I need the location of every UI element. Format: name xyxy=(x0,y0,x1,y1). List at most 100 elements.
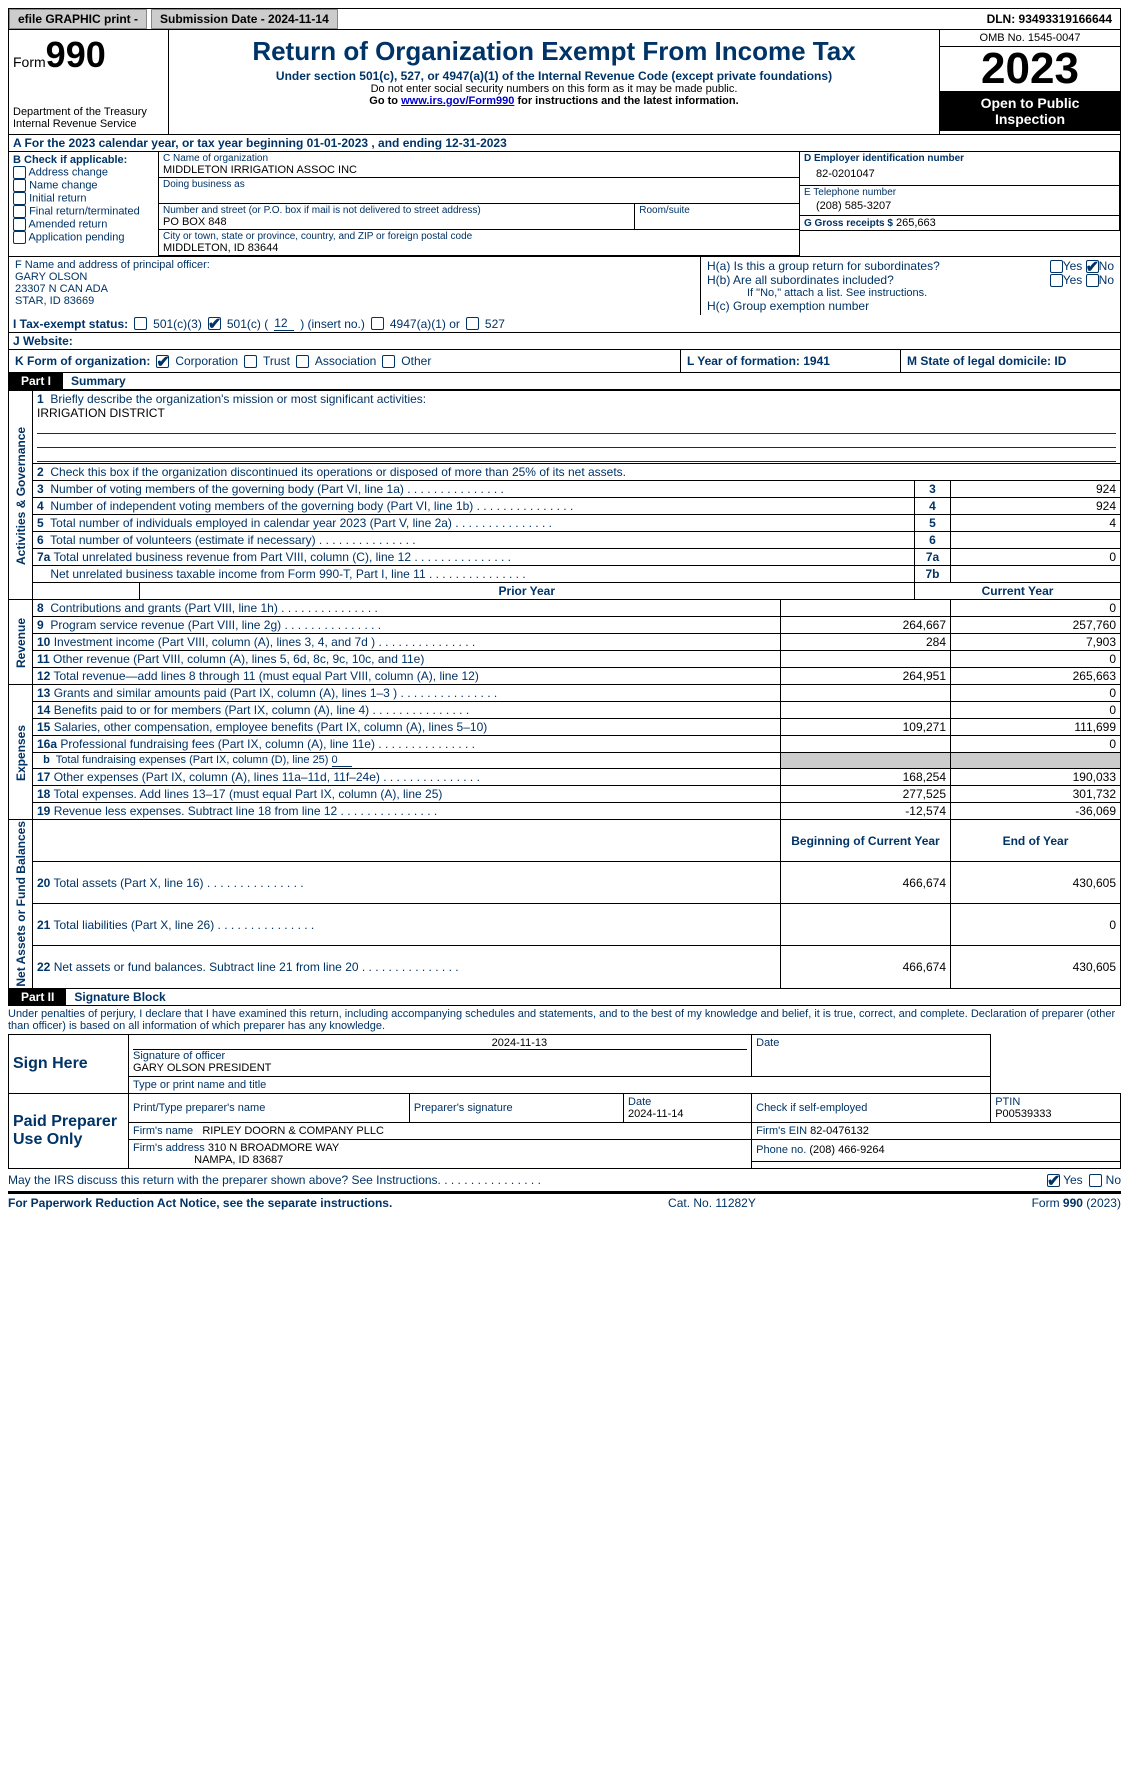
efile-print-button[interactable]: efile GRAPHIC print - xyxy=(9,9,147,29)
submission-date: Submission Date - 2024-11-14 xyxy=(151,9,338,29)
line3: Number of voting members of the governin… xyxy=(50,482,504,496)
room-label: Room/suite xyxy=(639,205,795,216)
h-b-no[interactable] xyxy=(1086,274,1099,287)
chk-other[interactable] xyxy=(382,355,395,368)
form-header: Form990 Department of the Treasury Inter… xyxy=(8,30,1121,135)
discuss-no[interactable] xyxy=(1089,1174,1102,1187)
h-c-label: H(c) Group exemption number xyxy=(707,299,1114,313)
chk-501c[interactable] xyxy=(208,317,221,330)
officer-addr2: STAR, ID 83669 xyxy=(15,295,694,307)
c9: 257,760 xyxy=(951,617,1121,634)
h-b-label: H(b) Are all subordinates included? xyxy=(707,273,1050,287)
line8: Contributions and grants (Part VIII, lin… xyxy=(50,601,377,615)
gross-receipts-value: 265,663 xyxy=(896,217,936,229)
chk-501c3[interactable] xyxy=(134,317,147,330)
c8: 0 xyxy=(951,600,1121,617)
line4: Number of independent voting members of … xyxy=(50,499,573,513)
line5: Total number of individuals employed in … xyxy=(50,516,552,530)
c12: 265,663 xyxy=(951,668,1121,685)
p16a xyxy=(781,736,951,753)
p21 xyxy=(781,904,951,946)
box-b-label: B Check if applicable: xyxy=(13,154,154,166)
goto-post: for instructions and the latest informat… xyxy=(517,95,738,107)
c16a: 0 xyxy=(951,736,1121,753)
year-formation: L Year of formation: 1941 xyxy=(680,350,900,372)
sig-officer-label: Signature of officer xyxy=(133,1050,225,1062)
val-3: 924 xyxy=(951,481,1121,498)
val-5: 4 xyxy=(951,515,1121,532)
val-7b xyxy=(951,566,1121,583)
phone-value: (208) 585-3207 xyxy=(804,198,1115,214)
officer-addr1: 23307 N CAN ADA xyxy=(15,283,694,295)
self-employed: Check if self-employed xyxy=(752,1093,991,1122)
state-domicile: M State of legal domicile: ID xyxy=(900,350,1120,372)
penalty-text: Under penalties of perjury, I declare th… xyxy=(8,1006,1121,1034)
line16a: Professional fundraising fees (Part IX, … xyxy=(60,737,475,751)
summary-table: Activities & Governance 1 Briefly descri… xyxy=(8,390,1121,600)
discuss-yes[interactable] xyxy=(1047,1174,1060,1187)
line2-text: Check this box if the organization disco… xyxy=(50,465,626,479)
h-b-yes[interactable] xyxy=(1050,274,1063,287)
vtab-netassets: Net Assets or Fund Balances xyxy=(9,820,33,989)
val-6 xyxy=(951,532,1121,549)
chk-name-change[interactable]: Name change xyxy=(13,179,154,192)
sig-date-label: Date xyxy=(752,1034,991,1076)
c17: 190,033 xyxy=(951,769,1121,786)
part1-header: Part ISummary xyxy=(8,373,1121,390)
form-ref: Form 990 (2023) xyxy=(1032,1196,1121,1210)
irs-link[interactable]: www.irs.gov/Form990 xyxy=(401,95,514,107)
mission-text: IRRIGATION DISTRICT xyxy=(37,406,165,420)
chk-amended-return[interactable]: Amended return xyxy=(13,218,154,231)
chk-initial-return[interactable]: Initial return xyxy=(13,192,154,205)
firm-addr1: 310 N BROADMORE WAY xyxy=(208,1142,339,1154)
ptin-label: PTIN xyxy=(995,1096,1020,1108)
form-subtitle: Under section 501(c), 527, or 4947(a)(1)… xyxy=(173,69,935,83)
chk-527[interactable] xyxy=(466,317,479,330)
line22: Net assets or fund balances. Subtract li… xyxy=(54,960,459,974)
chk-4947[interactable] xyxy=(371,317,384,330)
c14: 0 xyxy=(951,702,1121,719)
discuss-question: May the IRS discuss this return with the… xyxy=(8,1173,541,1187)
h-a-no[interactable] xyxy=(1086,260,1099,273)
paperwork-notice: For Paperwork Reduction Act Notice, see … xyxy=(8,1196,392,1210)
tax-year: 2023 xyxy=(940,47,1120,91)
p22: 466,674 xyxy=(781,946,951,988)
website-label: J Website: xyxy=(13,334,73,348)
chk-application-pending[interactable]: Application pending xyxy=(13,231,154,244)
cat-no: Cat. No. 11282Y xyxy=(668,1196,756,1210)
p10: 284 xyxy=(781,634,951,651)
chk-corp[interactable] xyxy=(156,355,169,368)
p14 xyxy=(781,702,951,719)
open-to-public: Open to Public Inspection xyxy=(940,91,1120,131)
chk-assoc[interactable] xyxy=(296,355,309,368)
type-print-name: Type or print name and title xyxy=(129,1076,991,1093)
p8 xyxy=(781,600,951,617)
h-a-yes[interactable] xyxy=(1050,260,1063,273)
p9: 264,667 xyxy=(781,617,951,634)
val-7a: 0 xyxy=(951,549,1121,566)
hdr-curr: Current Year xyxy=(915,583,1121,600)
line10: Investment income (Part VIII, column (A)… xyxy=(54,635,476,649)
firm-ein-label: Firm's EIN xyxy=(756,1125,807,1137)
row-a-tax-year: A For the 2023 calendar year, or tax yea… xyxy=(8,135,1121,152)
city-state-zip: MIDDLETON, ID 83644 xyxy=(163,242,795,254)
prep-date-label: Date xyxy=(628,1096,651,1108)
line16b-val: 0 xyxy=(332,754,352,767)
line1-label: Briefly describe the organization's miss… xyxy=(50,392,426,406)
c10: 7,903 xyxy=(951,634,1121,651)
officer-label: F Name and address of principal officer: xyxy=(15,259,694,271)
sig-date: 2024-11-13 xyxy=(133,1037,747,1050)
dba-label: Doing business as xyxy=(163,179,795,190)
line19: Revenue less expenses. Subtract line 18 … xyxy=(54,804,438,818)
chk-trust[interactable] xyxy=(244,355,257,368)
c15: 111,699 xyxy=(951,719,1121,736)
c22: 430,605 xyxy=(951,946,1121,988)
officer-name-title: GARY OLSON PRESIDENT xyxy=(133,1062,271,1074)
prep-date: 2024-11-14 xyxy=(628,1108,683,1120)
c11: 0 xyxy=(951,651,1121,668)
chk-address-change[interactable]: Address change xyxy=(13,166,154,179)
firm-addr-label: Firm's address xyxy=(133,1142,205,1154)
vtab-activities: Activities & Governance xyxy=(9,391,33,600)
chk-final-return[interactable]: Final return/terminated xyxy=(13,205,154,218)
tax-status-label: I Tax-exempt status: xyxy=(13,317,128,331)
